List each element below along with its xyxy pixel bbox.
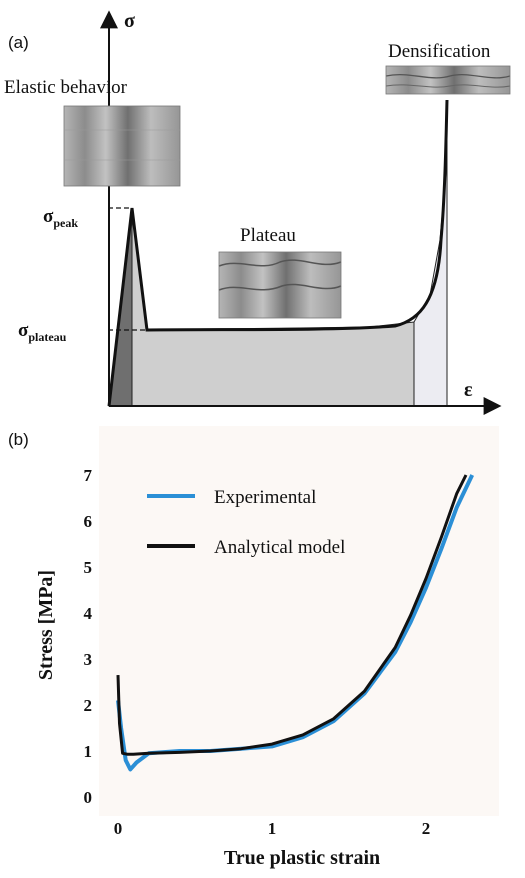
- sigma-axis-label: σ: [124, 10, 135, 32]
- sigma-peak-subscript: peak: [53, 216, 78, 230]
- series-line-experimental: [116, 474, 475, 772]
- y-tick-label: 6: [84, 512, 93, 531]
- densification-region: [413, 100, 448, 407]
- legend-label-experimental: Experimental: [214, 487, 316, 508]
- sigma-peak-label: σpeak: [43, 206, 78, 230]
- sigma-plateau-base: σ: [18, 320, 29, 341]
- stress-strain-curve: [107, 99, 449, 407]
- legend-label-analytical: Analytical model: [214, 537, 345, 558]
- densification-sample-image: [385, 65, 511, 95]
- elastic-behavior-label: Elastic behavior: [4, 77, 128, 98]
- elastic-sample-image: [63, 105, 181, 187]
- y-tick-label: 2: [84, 696, 93, 715]
- epsilon-axis-label: ε: [464, 379, 473, 401]
- y-tick-label: 7: [84, 466, 93, 485]
- x-tick-label: 2: [422, 819, 431, 838]
- y-tick-labels: 0 1 2 3 4 5 6 7: [84, 466, 93, 807]
- y-tick-label: 1: [84, 742, 93, 761]
- densification-label: Densification: [388, 41, 491, 62]
- y-tick-label: 5: [84, 558, 93, 577]
- x-tick-label: 0: [114, 819, 123, 838]
- panel-a-label: (a): [8, 33, 29, 52]
- y-axis-title: Stress [MPa]: [35, 570, 57, 680]
- y-tick-label: 3: [84, 650, 93, 669]
- x-tick-labels: 0 1 2: [114, 819, 431, 838]
- x-tick-label: 1: [268, 819, 277, 838]
- legend: Experimental Analytical model: [147, 487, 345, 558]
- panel-b: (b) 0 1 2 3 4 5 6 7 0 1 2 Experimental Analytical…: [8, 426, 499, 869]
- plateau-label: Plateau: [240, 225, 296, 246]
- sigma-peak-base: σ: [43, 206, 54, 227]
- plot-series: [116, 474, 475, 772]
- sigma-plateau-label: σplateau: [18, 320, 67, 344]
- plot-background: [99, 426, 499, 816]
- plateau-sample-image: [218, 251, 342, 319]
- y-tick-label: 0: [84, 788, 93, 807]
- panel-a: (a) σ ε σpeak σplateau Elastic behavior …: [4, 10, 511, 415]
- x-axis-title: True plastic strain: [224, 847, 380, 869]
- sigma-plateau-subscript: plateau: [28, 330, 66, 344]
- series-line-analytical: [116, 474, 468, 756]
- y-tick-label: 4: [84, 604, 93, 623]
- panel-b-label: (b): [8, 430, 29, 449]
